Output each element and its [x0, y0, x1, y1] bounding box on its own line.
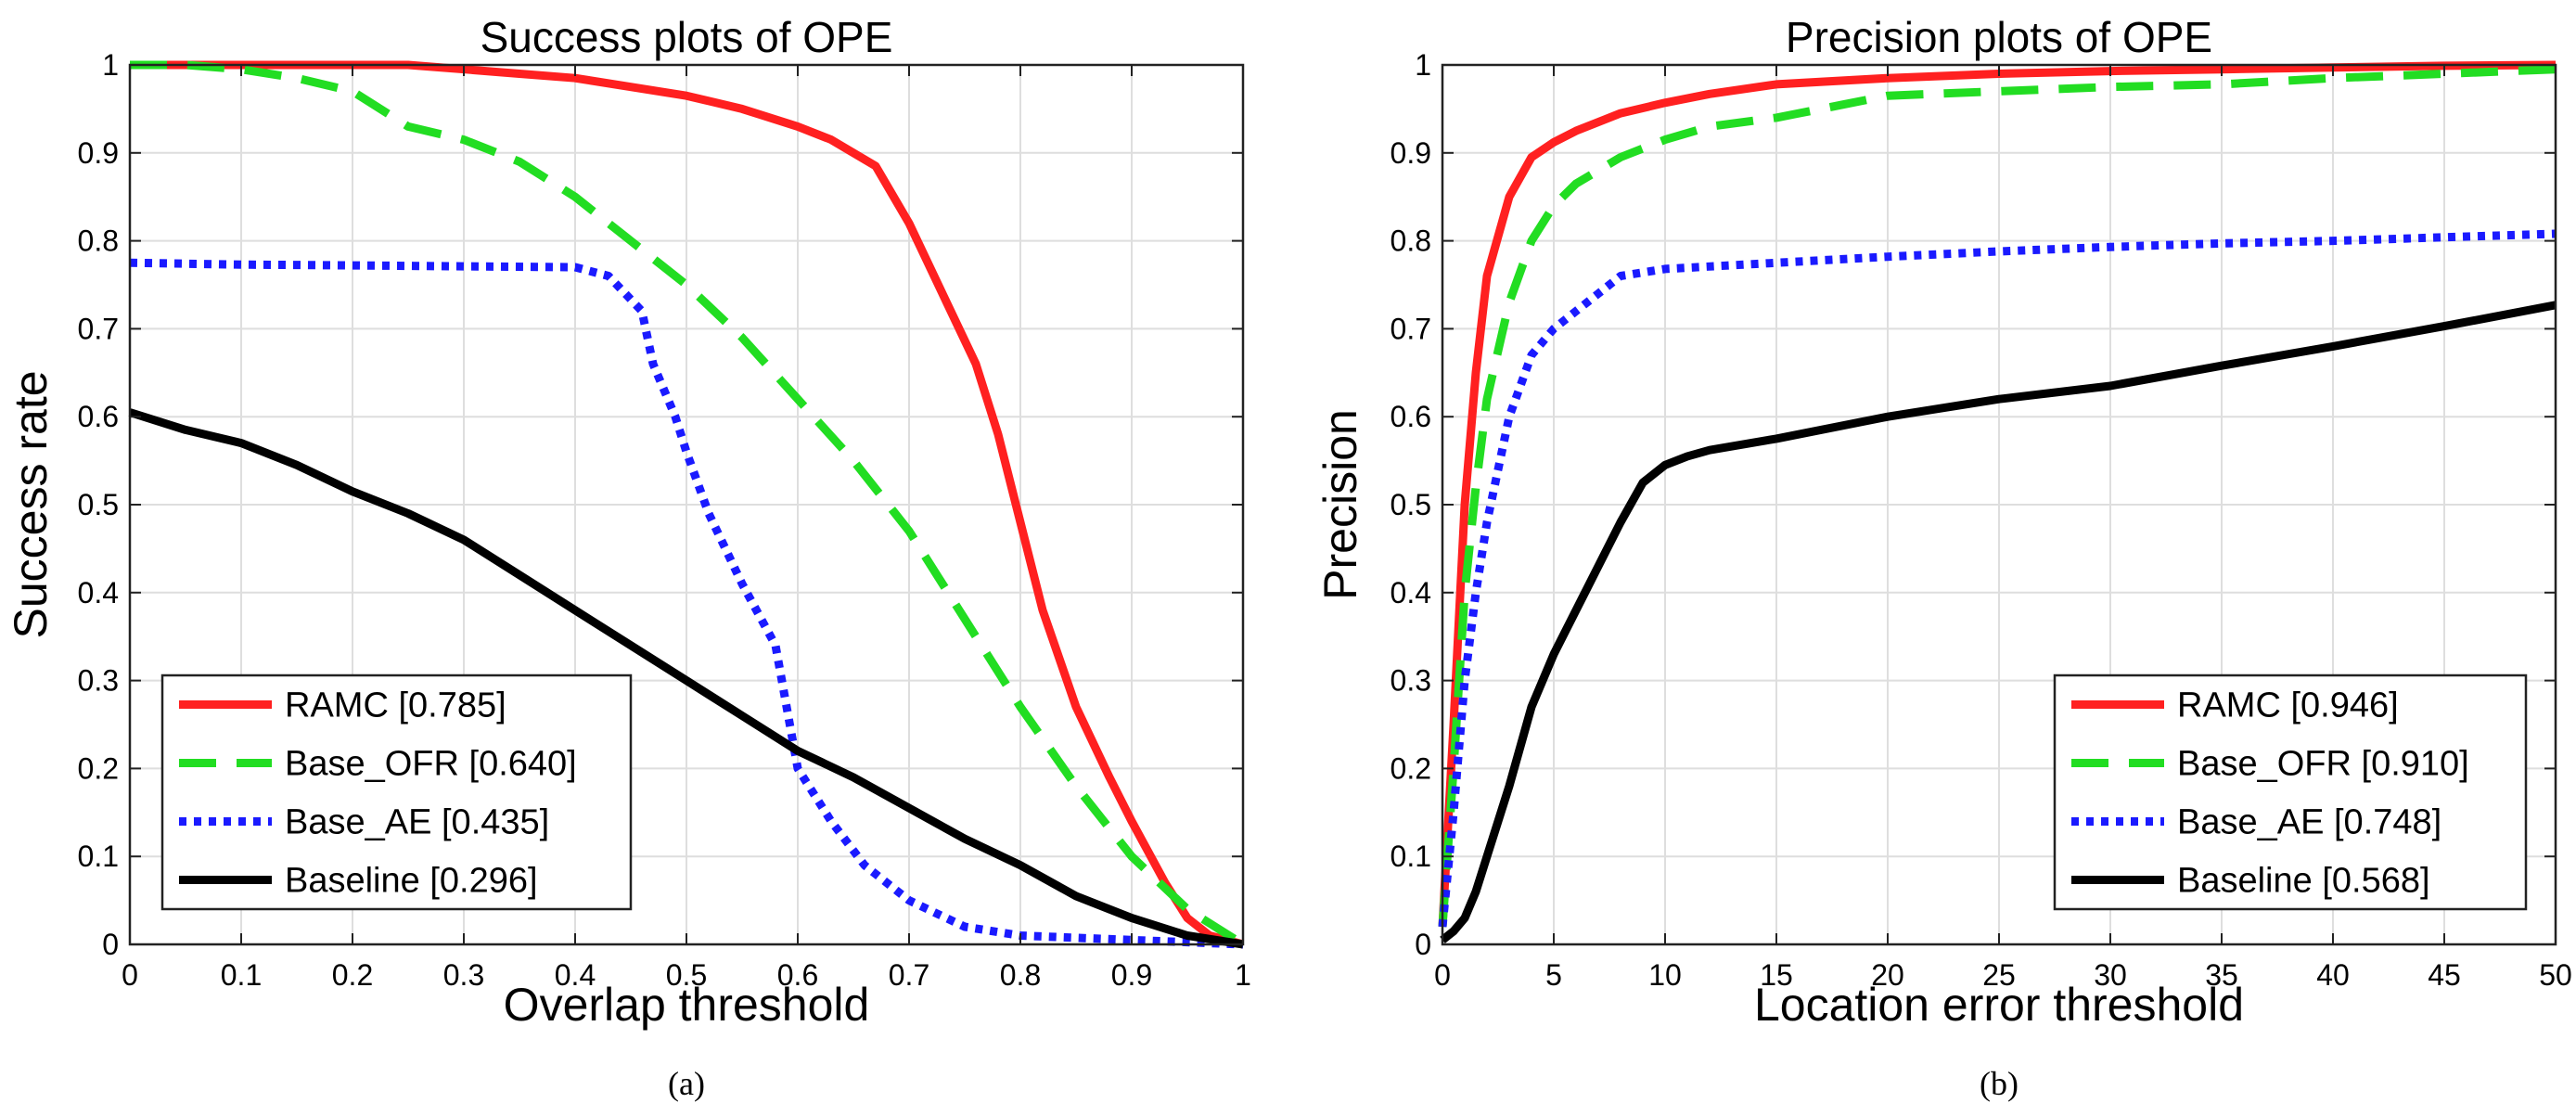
y-tick-label: 0.1 — [1391, 840, 1431, 873]
chart-success: 0 0.1 0.2 0.3 0.4 0.5 0.6 0.7 0.8 0.9 1 0 0.1 0.2 0.3 0… — [5, 13, 1251, 1102]
legend-label-base-ofr: Base_OFR [0.640] — [285, 745, 577, 784]
y-tick-label: 0.2 — [78, 751, 119, 785]
x-axis-label: Location error threshold — [1754, 979, 2244, 1031]
y-tick-label: 0.7 — [78, 312, 119, 345]
legend-label-base-ae: Base_AE [0.435] — [285, 803, 549, 842]
series-line-ramc — [1438, 60, 2557, 928]
y-tick-label: 1 — [102, 48, 119, 82]
legend-label-baseline: Baseline [0.296] — [285, 862, 538, 901]
y-axis-label: Success rate — [5, 370, 57, 638]
x-tick-label: 0.3 — [443, 958, 484, 992]
figure-caption: (a) — [668, 1065, 705, 1102]
x-tick-label: 0.5 — [666, 958, 707, 992]
x-tick-label: 20 — [1871, 958, 1904, 992]
x-tick-label: 25 — [1982, 958, 2016, 992]
y-tick-label: 0.9 — [78, 136, 119, 170]
y-tick-label: 1 — [1415, 48, 1431, 82]
x-tick-label: 0.2 — [332, 958, 373, 992]
legend-box — [160, 673, 633, 911]
x-tick-label: 35 — [2205, 958, 2238, 992]
y-tick-label: 0.1 — [78, 840, 119, 873]
y-tick-label: 0.5 — [1391, 488, 1431, 521]
legend-label-base-ae: Base_AE [0.748] — [2177, 803, 2441, 842]
y-tick-label: 0.3 — [78, 664, 119, 698]
legend-label-ramc: RAMC [0.785] — [285, 686, 506, 725]
figure-caption: (b) — [1980, 1065, 2019, 1102]
series-line-baseline — [128, 408, 1244, 949]
legend: RAMC [0.946] Base_OFR [0.910] Base_AE [0.7… — [2053, 673, 2528, 911]
legend: RAMC [0.785] Base_OFR [0.640] Base_AE [0.4… — [160, 673, 633, 911]
legend-label-baseline: Baseline [0.568] — [2177, 862, 2430, 901]
chart-title: Success plots of OPE — [481, 13, 893, 61]
x-tick-label: 30 — [2094, 958, 2127, 992]
y-tick-label: 0 — [102, 928, 119, 961]
x-tick-label: 50 — [2539, 958, 2572, 992]
x-tick-label: 0.4 — [555, 958, 596, 992]
y-tick-label: 0.8 — [78, 224, 119, 258]
x-tick-label: 0.8 — [1000, 958, 1041, 992]
series-line-baseline — [1440, 301, 2557, 943]
y-tick-label: 0.4 — [1391, 576, 1431, 609]
x-tick-label: 15 — [1760, 958, 1793, 992]
x-tick-label: 5 — [1545, 958, 1562, 992]
legend-label-base-ofr: Base_OFR [0.910] — [2177, 745, 2469, 784]
y-tick-label: 0.7 — [1391, 312, 1431, 345]
x-tick-label: 0 — [122, 958, 138, 992]
x-tick-label: 1 — [1235, 958, 1251, 992]
x-tick-label: 0.9 — [1111, 958, 1152, 992]
series-line-base-ofr — [1438, 65, 2557, 928]
y-tick-label: 0.2 — [1391, 751, 1431, 785]
y-axis-label: Precision — [1314, 409, 1366, 600]
series-line-base-ae — [1438, 229, 2557, 928]
y-tick-label: 0.4 — [78, 576, 119, 609]
y-tick-label: 0.5 — [78, 488, 119, 521]
y-tick-label: 0 — [1415, 928, 1431, 961]
y-tick-label: 0.3 — [1391, 664, 1431, 698]
x-tick-label: 0.6 — [777, 958, 818, 992]
legend-box — [2053, 673, 2528, 911]
x-tick-label: 10 — [1648, 958, 1682, 992]
x-tick-label: 40 — [2316, 958, 2350, 992]
legend-label-ramc: RAMC [0.946] — [2177, 686, 2399, 725]
y-tick-label: 0.6 — [78, 400, 119, 433]
series-line-base-ae — [129, 258, 1244, 949]
x-axis-label: Overlap threshold — [504, 979, 870, 1031]
x-tick-label: 0 — [1434, 958, 1451, 992]
y-tick-label: 0.8 — [1391, 224, 1431, 258]
chart-title: Precision plots of OPE — [1786, 13, 2212, 61]
chart-precision: 0 5 10 15 20 25 30 35 40 45 50 0 0.1 0.2 0.3 0.4 0.5 0.6 0… — [1314, 13, 2572, 1102]
y-tick-label: 0.6 — [1391, 400, 1431, 433]
y-tick-label: 0.9 — [1391, 136, 1431, 170]
x-tick-label: 0.1 — [221, 958, 262, 992]
x-tick-label: 0.7 — [889, 958, 929, 992]
series-line-base-ofr — [130, 60, 1246, 948]
x-tick-label: 45 — [2428, 958, 2461, 992]
